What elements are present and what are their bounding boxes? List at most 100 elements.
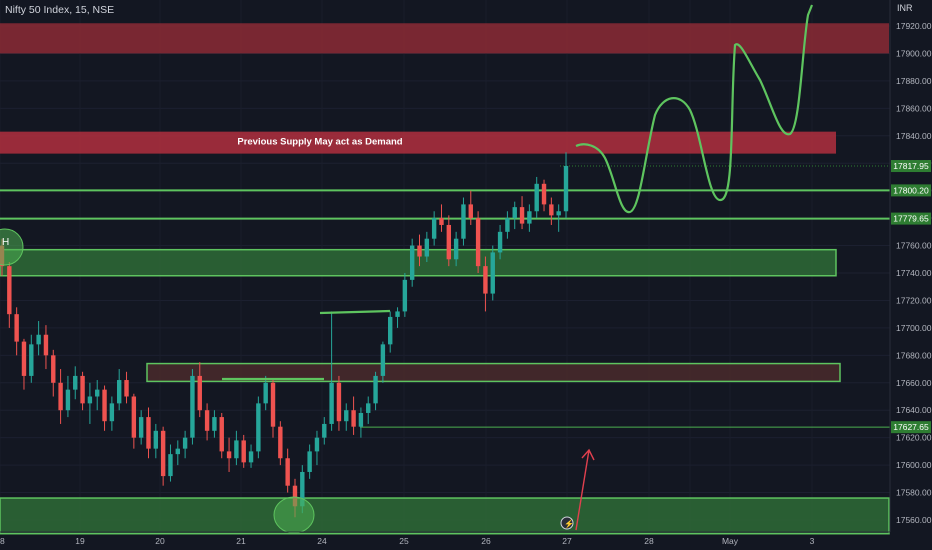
candle-body bbox=[388, 316, 393, 345]
swing-high-label: H bbox=[2, 237, 9, 248]
candle-body bbox=[431, 218, 437, 239]
candle-body bbox=[336, 382, 342, 422]
candle-body bbox=[541, 183, 547, 205]
time-axis[interactable]: 18 19 20 21 24 25 26 27 28 29 May 3 bbox=[0, 531, 890, 546]
x-tick-label: 29 bbox=[685, 536, 695, 546]
candle-body bbox=[322, 423, 327, 438]
candle-body bbox=[109, 403, 115, 422]
support-trendline-2 bbox=[319, 309, 391, 315]
y-tick-label: 17840.00 bbox=[896, 131, 932, 141]
candle-body bbox=[366, 403, 371, 413]
drawings-layer: H ⚡ bbox=[0, 4, 814, 534]
candle-body bbox=[212, 417, 217, 431]
y-tick-label: 17700.00 bbox=[896, 323, 932, 333]
candle-body bbox=[197, 375, 202, 411]
price-label: 17779.65 bbox=[893, 214, 929, 224]
candle-body bbox=[519, 207, 525, 224]
y-tick-label: 17560.00 bbox=[896, 515, 932, 525]
x-tick-label: 25 bbox=[399, 536, 409, 546]
candle-body bbox=[36, 334, 41, 345]
candle-body bbox=[563, 165, 569, 212]
candle-body bbox=[168, 454, 173, 477]
x-tick-label: 18 bbox=[0, 536, 5, 546]
candle-body bbox=[556, 211, 561, 216]
candle-body bbox=[527, 211, 532, 224]
candle-body bbox=[314, 437, 320, 452]
zone-supply bbox=[0, 131, 836, 154]
x-tick-label: 21 bbox=[236, 536, 246, 546]
candle-body bbox=[468, 204, 473, 219]
candle-body bbox=[373, 375, 378, 404]
candle-body bbox=[402, 279, 408, 312]
candle-body bbox=[153, 430, 159, 449]
candle-body bbox=[80, 375, 85, 404]
candle-body bbox=[256, 403, 261, 452]
swing-low-marker bbox=[273, 496, 315, 534]
x-tick-label: 3 bbox=[810, 536, 815, 546]
candle-body bbox=[160, 430, 166, 477]
candle-body bbox=[248, 451, 254, 463]
candle-body bbox=[241, 440, 246, 463]
candle-body bbox=[219, 417, 224, 452]
y-tick-label: 17740.00 bbox=[896, 268, 932, 278]
candle-body bbox=[424, 238, 430, 257]
zone-box bbox=[146, 362, 841, 383]
event-icon-glyph: ⚡ bbox=[564, 519, 574, 529]
candle-body bbox=[497, 231, 503, 253]
y-tick-label: 17860.00 bbox=[896, 103, 932, 113]
candle-body bbox=[358, 412, 364, 427]
y-tick-label: 17720.00 bbox=[896, 295, 932, 305]
candle-body bbox=[278, 426, 283, 459]
candle-body bbox=[329, 382, 334, 424]
price-label-badge bbox=[891, 421, 931, 434]
candle-body bbox=[73, 375, 78, 390]
swing-high-marker bbox=[0, 228, 24, 266]
price-label-badge bbox=[891, 212, 931, 225]
price-axis[interactable]: 17560.00 17580.00 17600.00 17620.00 17640.00… bbox=[889, 0, 932, 532]
candle-body bbox=[475, 218, 481, 267]
candle-body bbox=[439, 218, 444, 225]
y-tick-label: 17660.00 bbox=[896, 378, 932, 388]
candle-body bbox=[417, 245, 422, 257]
y-tick-label: 17620.00 bbox=[896, 433, 932, 443]
y-tick-label: 17880.00 bbox=[896, 76, 932, 86]
x-tick-label: 19 bbox=[75, 536, 85, 546]
candle-body bbox=[263, 382, 268, 404]
currency-label: INR bbox=[897, 3, 913, 13]
candle-body bbox=[270, 382, 276, 427]
candle-body bbox=[234, 440, 239, 459]
y-tick-label: 17640.00 bbox=[896, 405, 932, 415]
zones-layer: Previous Supply May act as Demand bbox=[0, 23, 890, 535]
x-tick-label: 27 bbox=[562, 536, 572, 546]
x-tick-label: 28 bbox=[644, 536, 654, 546]
candle-body bbox=[102, 389, 107, 422]
candle-body bbox=[43, 334, 49, 356]
candle-body bbox=[292, 485, 298, 507]
candle-body bbox=[490, 252, 495, 294]
candle-body bbox=[138, 417, 144, 438]
candle-body bbox=[307, 451, 312, 472]
x-tick-label: 24 bbox=[317, 536, 327, 546]
candle-body bbox=[87, 396, 93, 404]
candle-body bbox=[534, 183, 539, 212]
price-label-badge bbox=[891, 160, 931, 173]
candle-body bbox=[409, 245, 415, 280]
candle-body bbox=[226, 451, 232, 459]
candle-body bbox=[351, 410, 356, 427]
x-tick-label: 20 bbox=[155, 536, 165, 546]
event-icon[interactable] bbox=[560, 516, 574, 530]
candle-body bbox=[483, 266, 488, 294]
candle-body bbox=[190, 375, 195, 438]
candle-body bbox=[146, 417, 151, 449]
candle-body bbox=[131, 396, 137, 438]
price-label-badge bbox=[891, 184, 931, 197]
candle-body bbox=[65, 389, 71, 411]
up-arrow bbox=[575, 448, 595, 531]
forecast-path bbox=[575, 4, 814, 214]
zone-label: Previous Supply May act as Demand bbox=[237, 137, 402, 148]
candle-body bbox=[453, 238, 459, 260]
candle-body bbox=[95, 389, 100, 397]
levels-layer bbox=[0, 165, 890, 428]
candle-body bbox=[461, 204, 466, 239]
